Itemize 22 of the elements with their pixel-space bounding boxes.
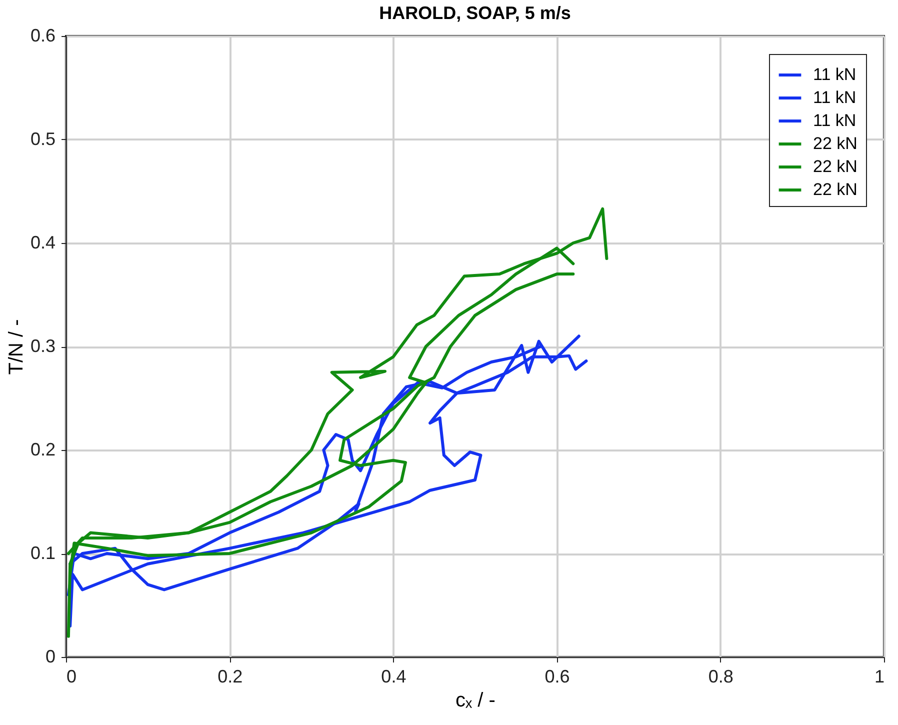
x-tick-label: 0.2 [218, 666, 243, 686]
chart-title: HAROLD, SOAP, 5 m/s [379, 3, 571, 23]
legend-label: 22 kN [813, 157, 858, 176]
y-tick-label: 0.6 [30, 26, 56, 46]
y-tick-label: 0.1 [30, 543, 56, 563]
legend-label: 11 kN [813, 65, 856, 84]
x-tick-label: 1 [874, 666, 884, 686]
legend-label: 22 kN [813, 134, 858, 153]
y-tick-label: 0 [45, 646, 56, 666]
y-tick-label: 0.5 [30, 129, 56, 149]
x-axis-title: cₓ / - [456, 690, 496, 712]
y-tick-label: 0.3 [30, 336, 56, 356]
legend-label: 11 kN [813, 111, 856, 130]
x-tick-label: 0 [66, 666, 77, 686]
x-tick-label: 0.4 [381, 666, 406, 686]
y-tick-label: 0.2 [30, 440, 56, 460]
x-tick-label: 0.8 [708, 666, 734, 686]
legend-label: 11 kN [813, 88, 856, 107]
y-axis-title: T/N / - [5, 319, 28, 375]
x-tick-label: 0.6 [544, 666, 570, 686]
y-tick-label: 0.4 [30, 232, 56, 252]
legend-label: 22 kN [813, 180, 858, 199]
